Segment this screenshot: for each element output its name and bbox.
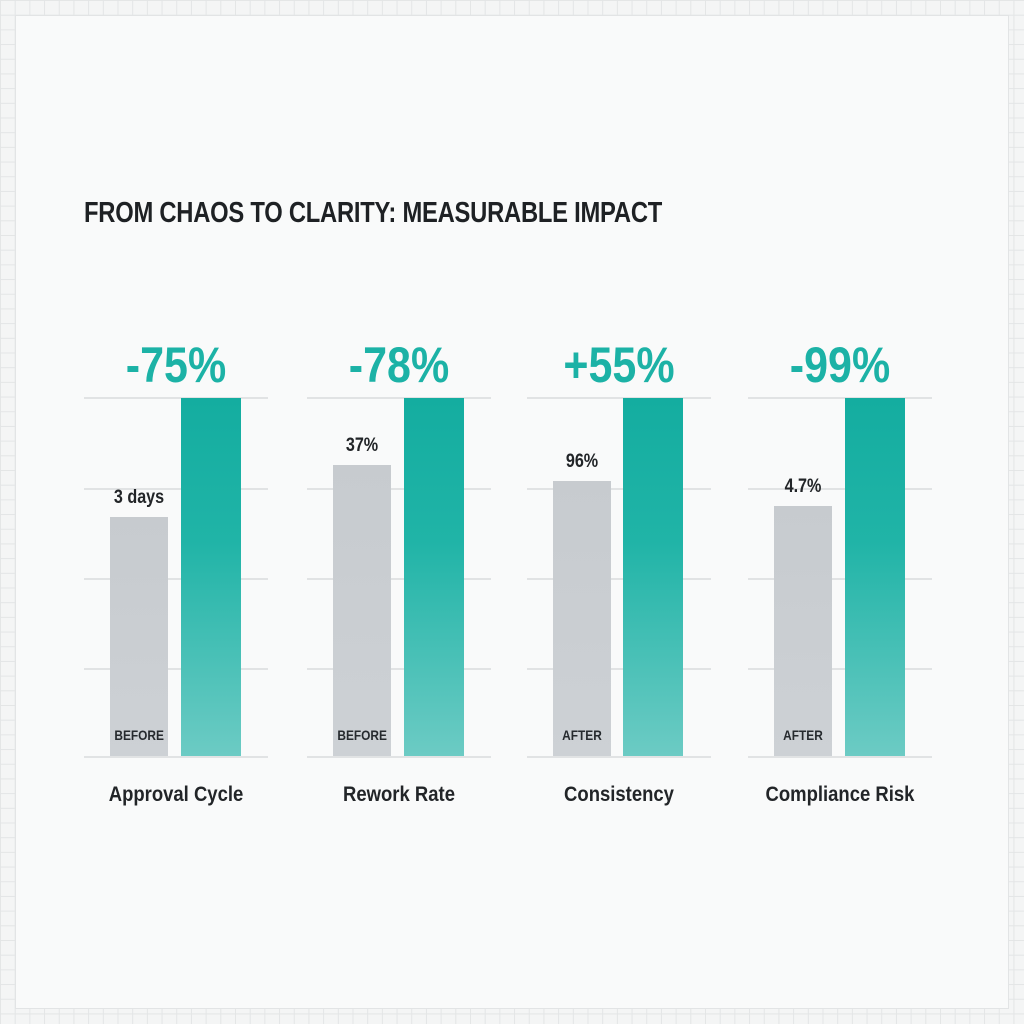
gridline: [527, 668, 711, 670]
gridline: [748, 488, 932, 490]
before-bar: [333, 465, 391, 756]
before-bar: [774, 506, 832, 756]
bar-tag: AFTER: [783, 727, 823, 743]
category-label: Compliance Risk: [765, 783, 915, 806]
gridline: [527, 578, 711, 580]
baseline: [527, 756, 711, 758]
gridline: [748, 578, 932, 580]
gridline: [84, 397, 268, 399]
gridline: [307, 488, 491, 490]
bar-tag: AFTER: [562, 727, 602, 743]
value-label: 3 days: [113, 487, 165, 508]
gridline: [748, 397, 932, 399]
gridline: [84, 668, 268, 670]
baseline: [84, 756, 268, 758]
before-bar: [110, 517, 168, 756]
change-percent: +55%: [563, 337, 675, 393]
gridline: [748, 668, 932, 670]
change-percent: -78%: [348, 337, 450, 393]
gridline: [307, 397, 491, 399]
chart-title: FROM CHAOS TO CLARITY: MEASURABLE IMPACT: [84, 197, 663, 229]
gridline: [84, 488, 268, 490]
value-label: 4.7%: [784, 476, 822, 497]
after-bar: [845, 398, 905, 756]
gridline: [527, 397, 711, 399]
after-bar: [404, 398, 464, 756]
value-label: 96%: [565, 451, 599, 472]
baseline: [307, 756, 491, 758]
after-bar: [181, 398, 241, 756]
category-label: Approval Cycle: [108, 783, 244, 806]
bar-tag: BEFORE: [114, 727, 164, 743]
after-bar: [623, 398, 683, 756]
category-label: Consistency: [564, 783, 674, 806]
value-label: 37%: [345, 435, 379, 456]
change-percent: -99%: [789, 337, 891, 393]
gridline: [307, 668, 491, 670]
category-label: Rework Rate: [343, 783, 455, 806]
before-bar: [553, 481, 611, 756]
gridline: [84, 578, 268, 580]
bar-tag: BEFORE: [337, 727, 387, 743]
gridline: [307, 578, 491, 580]
chart-panel: [15, 15, 1009, 1009]
gridline: [527, 488, 711, 490]
baseline: [748, 756, 932, 758]
change-percent: -75%: [125, 337, 227, 393]
